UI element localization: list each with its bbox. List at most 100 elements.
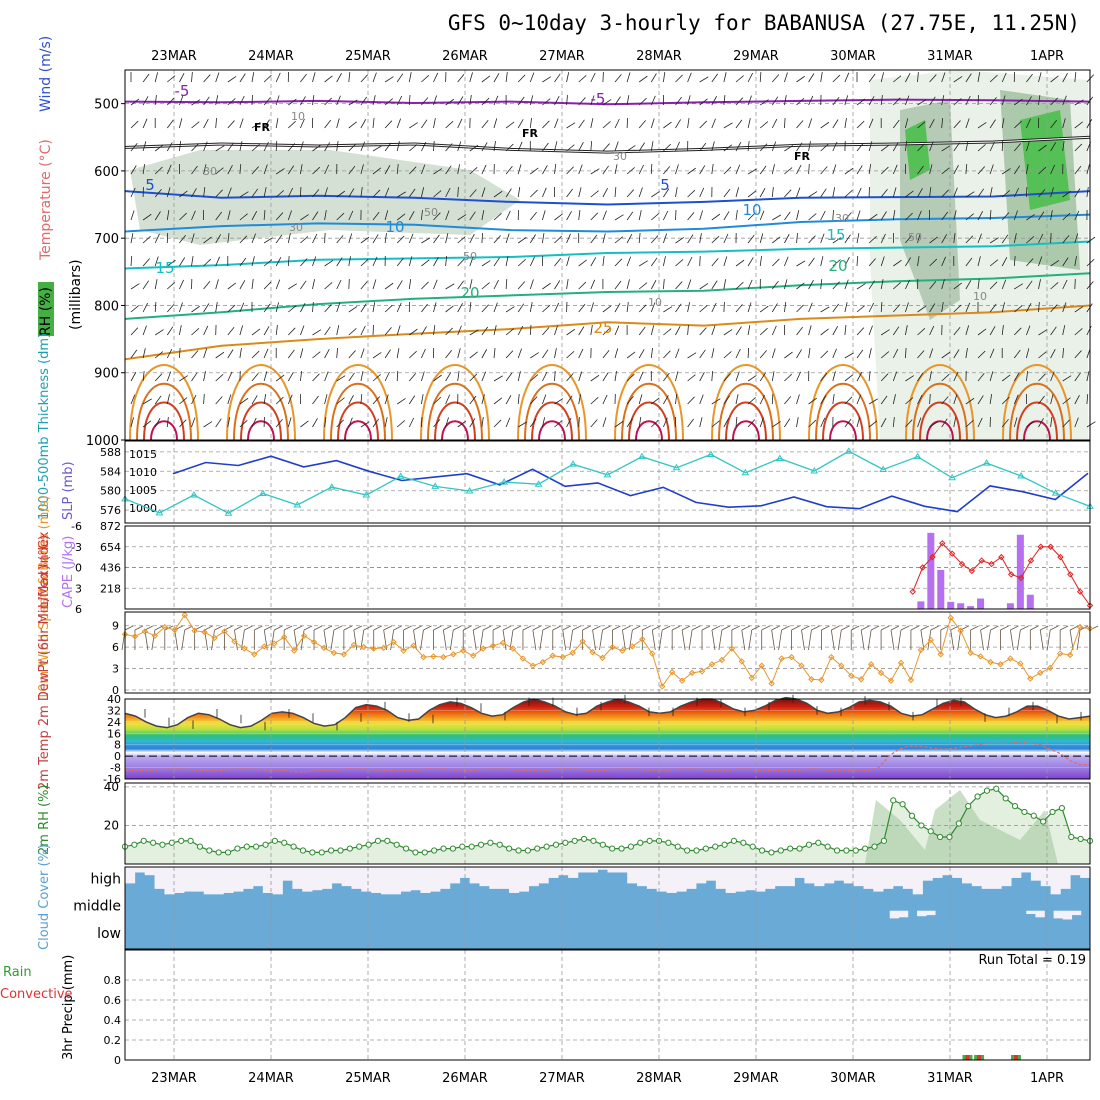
- cloud-high-cell: [410, 867, 421, 891]
- upper-wind-barb: [312, 256, 317, 267]
- upper-wind-barb: [517, 164, 522, 175]
- upper-wind-barb: [481, 260, 491, 267]
- upper-wind-barb: [421, 237, 431, 244]
- low-level-isotherm: [427, 382, 483, 441]
- upper-wind-barb: [142, 141, 147, 152]
- upper-wind-barb: [360, 281, 368, 290]
- upper-wind-barb: [239, 420, 248, 428]
- upper-wind-barb: [457, 186, 459, 198]
- upper-wind-barb: [796, 98, 805, 106]
- wind-barb: [837, 629, 842, 651]
- wind-barb-flag: [562, 625, 571, 631]
- wind-barb: [718, 629, 723, 651]
- cape-tick: 436: [100, 562, 121, 575]
- upper-wind-barb: [1086, 371, 1090, 382]
- upper-wind-barb: [542, 76, 552, 83]
- upper-wind-barb: [917, 305, 926, 313]
- upper-wind-barb: [977, 233, 982, 244]
- wind-speed-marker: [957, 627, 964, 634]
- wind-barb-flag: [353, 625, 362, 631]
- upper-wind-barb: [530, 352, 539, 359]
- rh-marker: [936, 833, 944, 841]
- upper-wind-barb: [275, 140, 278, 152]
- precip-tick: 0.4: [104, 1014, 122, 1027]
- upper-wind-barb: [880, 166, 889, 175]
- upper-wind-barb: [808, 397, 817, 405]
- precip-panel: 0.80.60.40.20: [104, 949, 1091, 1067]
- upper-wind-barb: [154, 373, 163, 382]
- wind-barb-flag: [144, 625, 154, 631]
- cloud-high-cell: [686, 867, 697, 889]
- upper-wind-barb: [239, 191, 249, 198]
- upper-wind-barb: [796, 164, 802, 175]
- upper-wind-barb: [844, 279, 849, 290]
- upper-wind-barb: [675, 259, 684, 267]
- cape-bar: [937, 569, 945, 609]
- upper-wind-barb: [808, 141, 811, 152]
- upper-wind-barb: [1038, 373, 1046, 382]
- upper-wind-barb: [650, 302, 656, 313]
- low-level-isotherm: [226, 364, 296, 441]
- upper-wind-barb: [191, 233, 195, 244]
- upper-wind-barb: [433, 118, 436, 129]
- upper-wind-barb: [1050, 394, 1054, 405]
- slp-marker: [258, 489, 267, 497]
- upper-wind-barb: [602, 187, 608, 198]
- wind-barb-flag: [711, 625, 721, 631]
- upper-wind-barb: [179, 118, 183, 129]
- upper-wind-barb: [203, 325, 209, 336]
- upper-wind-barb: [699, 187, 705, 198]
- cloud-high-cell: [961, 867, 973, 884]
- upper-wind-barb: [566, 256, 570, 267]
- upper-wind-barb: [638, 97, 647, 106]
- upper-wind-barb: [251, 233, 256, 244]
- upper-wind-barb: [784, 396, 792, 405]
- upper-wind-barb: [796, 371, 801, 382]
- upper-wind-barb: [1001, 418, 1009, 428]
- wind-speed-marker: [280, 633, 288, 641]
- upper-wind-barb: [856, 98, 866, 106]
- cloud-high-cell: [971, 867, 982, 887]
- upper-wind-barb: [941, 167, 950, 175]
- upper-wind-barb: [602, 394, 608, 405]
- wind-barb-flag: [453, 625, 462, 631]
- upper-wind-barb: [505, 72, 508, 83]
- upper-wind-barb: [687, 118, 690, 129]
- upper-wind-barb: [953, 164, 959, 175]
- upper-wind-barb: [336, 73, 342, 83]
- wind-speed-marker: [430, 653, 437, 660]
- upper-wind-barb: [287, 210, 292, 221]
- wind-speed-marker: [529, 662, 537, 669]
- upper-wind-barb: [638, 120, 646, 129]
- upper-wind-barb: [530, 189, 538, 198]
- wind-speed-marker: [360, 643, 367, 651]
- upper-wind-barb: [542, 305, 551, 313]
- upper-wind-barb: [542, 417, 546, 428]
- upper-wind-barb: [1050, 142, 1057, 152]
- upper-wind-barb: [445, 187, 451, 198]
- wind-barb-flag: [1069, 625, 1079, 631]
- upper-wind-barb: [542, 187, 547, 198]
- wind-barb-flag: [1000, 625, 1009, 631]
- upper-wind-barb: [723, 233, 729, 244]
- upper-wind-barb: [905, 190, 914, 198]
- thk-bg: [125, 441, 1090, 523]
- upper-wind-barb: [324, 348, 330, 359]
- upper-wind-barb: [396, 213, 406, 221]
- wind-speed-marker: [748, 674, 755, 682]
- wind-speed-marker: [390, 638, 397, 646]
- low-level-isotherm: [926, 420, 954, 441]
- slp-marker: [465, 487, 474, 494]
- upper-wind-barb: [614, 74, 622, 83]
- upper-wind-barb: [1050, 119, 1058, 129]
- upper-wind-barb: [481, 97, 490, 106]
- upper-wind-barb: [336, 325, 340, 336]
- upper-wind-barb: [747, 397, 756, 405]
- upper-wind-barb: [191, 99, 201, 106]
- precip-tick: 0.2: [104, 1034, 122, 1047]
- cloud-high-cell: [666, 867, 677, 893]
- temp-tick: 24: [107, 716, 121, 729]
- upper-wind-barb: [263, 303, 271, 313]
- cloud-high-cell: [154, 867, 165, 889]
